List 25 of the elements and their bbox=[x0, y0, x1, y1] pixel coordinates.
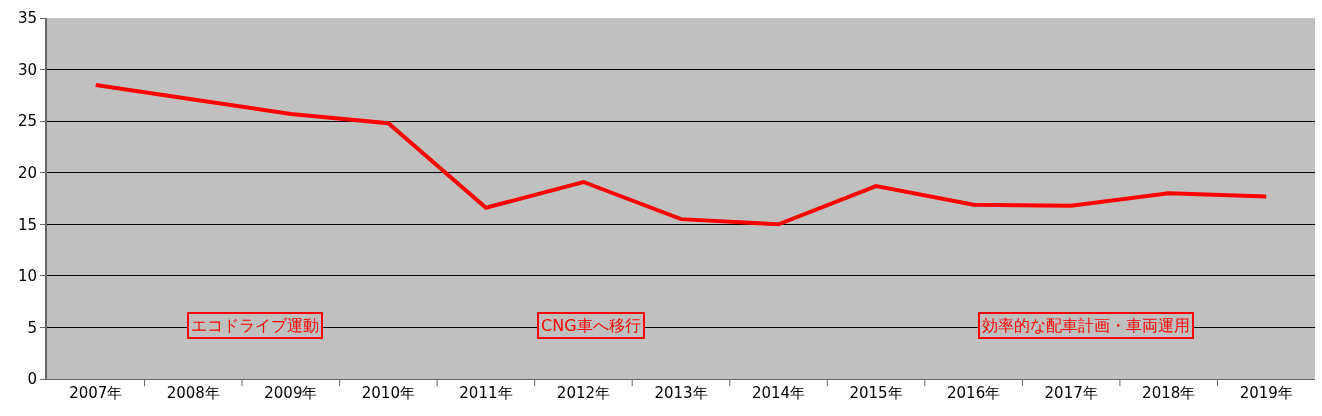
annotation: 効率的な配車計画・車両運用 bbox=[982, 316, 1190, 335]
x-tick-label: 2007年 bbox=[69, 384, 123, 402]
x-tick-label: 2014年 bbox=[751, 384, 806, 402]
y-tick-label: 10 bbox=[17, 267, 37, 286]
x-tick-label: 2016年 bbox=[947, 384, 1001, 402]
y-tick-label: 15 bbox=[17, 215, 37, 234]
y-tick-label: 5 bbox=[27, 318, 37, 337]
x-tick-label: 2008年 bbox=[166, 384, 220, 402]
x-tick-label: 2018年 bbox=[1142, 384, 1196, 402]
y-tick-label: 20 bbox=[17, 163, 37, 182]
x-tick-label: 2017年 bbox=[1044, 384, 1098, 402]
annotation: エコドライブ運動 bbox=[191, 316, 319, 335]
x-tick-label: 2013年 bbox=[654, 384, 708, 402]
y-tick-label: 35 bbox=[17, 9, 37, 28]
x-tick-label: 2011年 bbox=[459, 384, 513, 402]
annotation: CNG車へ移行 bbox=[541, 316, 641, 335]
line-series bbox=[93, 83, 1269, 227]
x-tick-label: 2010年 bbox=[361, 384, 415, 402]
x-tick-label: 2015年 bbox=[849, 384, 903, 402]
x-tick-label: 2012年 bbox=[556, 384, 611, 402]
y-tick-label: 30 bbox=[17, 60, 37, 79]
y-tick-label: 25 bbox=[17, 112, 37, 131]
x-tick-label: 2019年 bbox=[1239, 384, 1293, 402]
y-tick-label: 0 bbox=[27, 370, 37, 389]
x-tick-label: 2009年 bbox=[264, 384, 318, 402]
